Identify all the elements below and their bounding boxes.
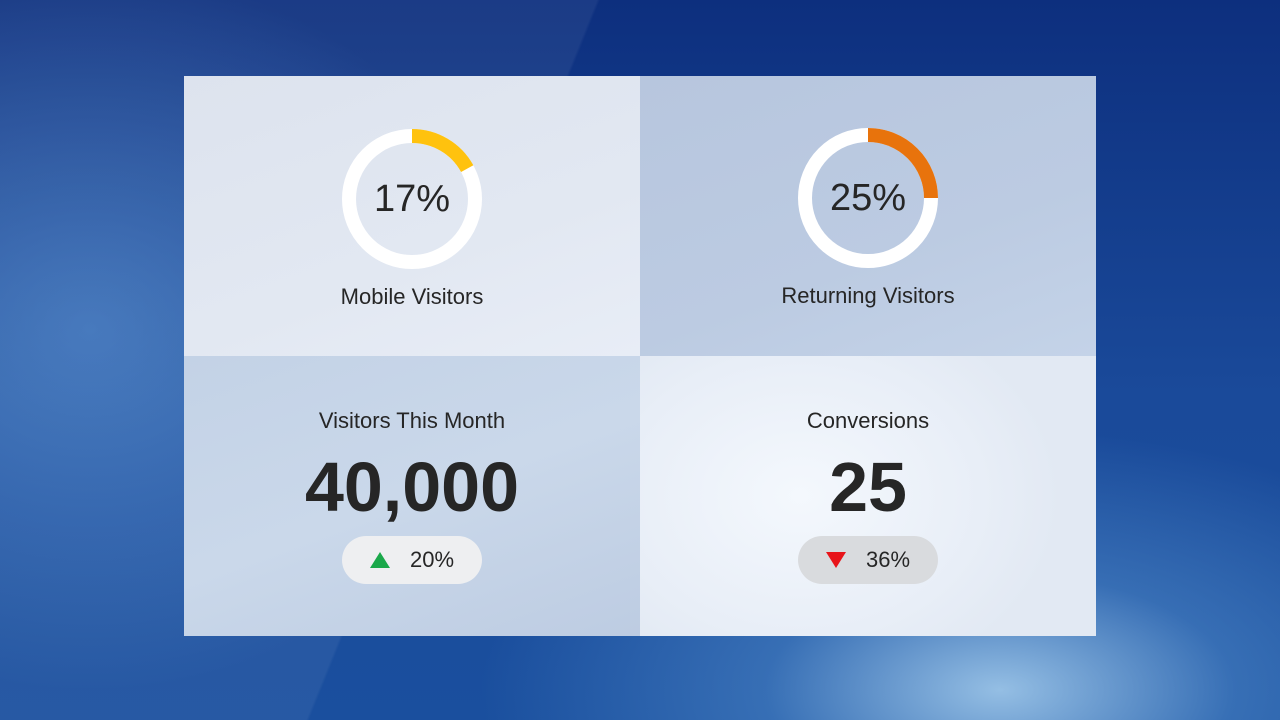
mobile-visitors-label: Mobile Visitors (340, 284, 484, 309)
returning-visitors-tile: 25% Returning Visitors (640, 76, 1096, 356)
visitors-this-month-tile: Visitors This Month 40,000 20% (184, 356, 640, 636)
returning-visitors-donut: 25% (796, 126, 940, 270)
triangle-down-icon (825, 552, 846, 568)
kpi-dashboard-panel: 17% Mobile Visitors 25% Returning Visito… (184, 76, 1096, 636)
returning-visitors-label: Returning Visitors (781, 283, 955, 308)
mobile-visitors-donut: 17% (340, 127, 484, 271)
mobile-visitors-ring-progress (342, 129, 482, 269)
mobile-visitors-tile: 17% Mobile Visitors (184, 76, 640, 356)
mobile-visitors-percent: 17% (373, 178, 451, 220)
conversions-tile: Conversions 25 36% (640, 356, 1096, 636)
triangle-up-icon (369, 552, 390, 568)
visitors-this-month-title: Visitors This Month (318, 408, 506, 433)
returning-visitors-ring-progress (798, 128, 938, 268)
conversions-change: 36% (865, 547, 911, 572)
visitors-this-month-change: 20% (409, 547, 455, 572)
conversions-change-badge: 36% (798, 536, 938, 584)
visitors-this-month-change-badge: 20% (342, 536, 482, 584)
conversions-value: 25 (829, 448, 907, 526)
conversions-title: Conversions (806, 408, 930, 433)
returning-visitors-percent: 25% (829, 177, 907, 219)
mobile-visitors-ring (342, 129, 482, 269)
returning-visitors-ring (798, 128, 938, 268)
visitors-this-month-value: 40,000 (304, 448, 520, 526)
